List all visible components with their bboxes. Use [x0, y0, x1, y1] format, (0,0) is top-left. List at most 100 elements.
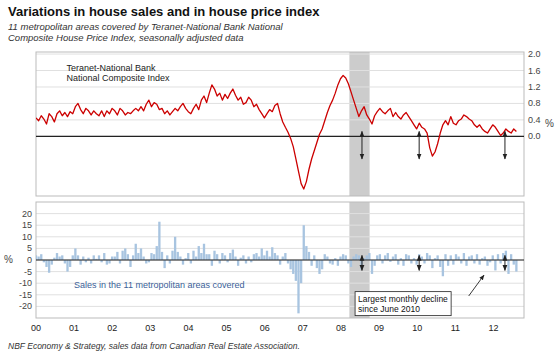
sales-bar	[415, 260, 417, 265]
sales-bar	[431, 260, 433, 268]
x-tick-label: 01	[69, 323, 79, 333]
sales-bar	[203, 244, 205, 260]
sales-bar	[423, 260, 425, 263]
grid-line	[36, 248, 524, 249]
grid-line	[36, 119, 524, 120]
sales-bar	[266, 251, 268, 260]
x-tick-label: 06	[260, 323, 270, 333]
text-line: since June 2010	[358, 304, 420, 314]
x-tick-label: 10	[412, 323, 422, 333]
sales-bar	[153, 254, 155, 260]
sales-bar	[221, 253, 223, 260]
shaded-span	[349, 52, 369, 196]
sales-bar	[492, 255, 494, 260]
sales-bar	[329, 260, 331, 263]
sales-bar	[303, 225, 305, 260]
sales-bar	[292, 260, 294, 274]
y-tick-label: 15	[22, 220, 32, 230]
grid-line	[36, 213, 524, 214]
sales-bar	[98, 255, 100, 260]
x-tick-label: 12	[488, 323, 498, 333]
sales-bar	[132, 255, 134, 260]
sales-bar	[300, 260, 302, 283]
sales-bar	[163, 260, 165, 268]
annotation-box	[355, 292, 451, 316]
sales-bar	[253, 254, 255, 260]
sales-bar	[379, 254, 381, 260]
sales-bar	[442, 260, 444, 276]
x-tick-label: 02	[107, 323, 117, 333]
y-tick-label: 5	[27, 243, 32, 253]
sales-bar	[232, 250, 234, 260]
sales-bar	[129, 260, 131, 267]
x-tick-label: 09	[374, 323, 384, 333]
sales-bar	[111, 257, 113, 260]
sales-bar	[345, 255, 347, 260]
sales-bar	[510, 254, 512, 260]
sales-bar	[51, 260, 53, 265]
sales-bar	[237, 260, 239, 266]
plot-frame	[36, 202, 524, 318]
sales-bar	[234, 257, 236, 260]
sales-bar	[213, 251, 215, 260]
sales-bar	[497, 254, 499, 260]
bar-group	[36, 222, 518, 314]
double-arrow	[361, 255, 362, 270]
sales-bar	[64, 260, 66, 263]
sales-bar	[484, 257, 486, 260]
y-tick-label: 0.8	[528, 98, 541, 108]
sales-bar	[460, 260, 462, 263]
y-tick-label: -10	[19, 278, 32, 288]
sales-bar	[331, 260, 333, 265]
sales-bar	[169, 260, 171, 263]
sales-bar	[156, 246, 158, 260]
sales-bar	[219, 260, 221, 263]
sales-bar	[337, 260, 339, 266]
sales-bar	[127, 254, 129, 260]
sales-bar	[394, 254, 396, 260]
sales-bar	[347, 260, 349, 263]
sales-bar	[187, 253, 189, 260]
sales-bar	[371, 260, 373, 274]
zero-line	[36, 260, 524, 261]
grid-line	[36, 103, 524, 104]
sales-bar	[263, 255, 265, 260]
sales-bar	[72, 255, 74, 260]
sales-bar	[158, 222, 160, 260]
sales-bar	[276, 255, 278, 260]
sales-bar	[486, 260, 488, 266]
sales-bar	[255, 253, 257, 260]
grid-line	[36, 86, 524, 87]
sales-bar	[245, 260, 247, 263]
sales-bar	[103, 253, 105, 260]
sales-bar	[310, 260, 312, 266]
sales-bar	[174, 237, 176, 260]
sales-bar	[316, 260, 318, 268]
sales-bar	[247, 257, 249, 260]
sales-bar	[161, 252, 163, 260]
double-arrow	[504, 131, 505, 159]
plot-area-top	[349, 52, 369, 196]
sales-bar	[397, 260, 399, 265]
sales-bar	[471, 255, 473, 260]
x-tick-label: 04	[183, 323, 193, 333]
text-line: Largest monthly decline	[358, 294, 448, 304]
sales-bar	[271, 247, 273, 260]
sales-bar	[37, 257, 39, 260]
sales-bar	[150, 253, 152, 260]
sales-bar	[478, 260, 480, 265]
y-tick-label: 1.2	[528, 82, 541, 92]
sales-bar	[408, 255, 410, 260]
sales-bar	[179, 257, 181, 260]
sales-bar	[279, 260, 281, 265]
text-line: Sales in the 11 metropolitan areas cover…	[74, 280, 244, 290]
grid-line	[36, 260, 524, 261]
line-group	[36, 75, 516, 189]
sales-bar	[190, 260, 192, 263]
sales-bar	[421, 257, 423, 260]
y-tick-label: 0.4	[528, 115, 541, 125]
double-arrow	[504, 255, 505, 270]
sales-bar	[198, 246, 200, 260]
sales-bar	[77, 255, 79, 260]
sales-bar	[56, 253, 58, 260]
